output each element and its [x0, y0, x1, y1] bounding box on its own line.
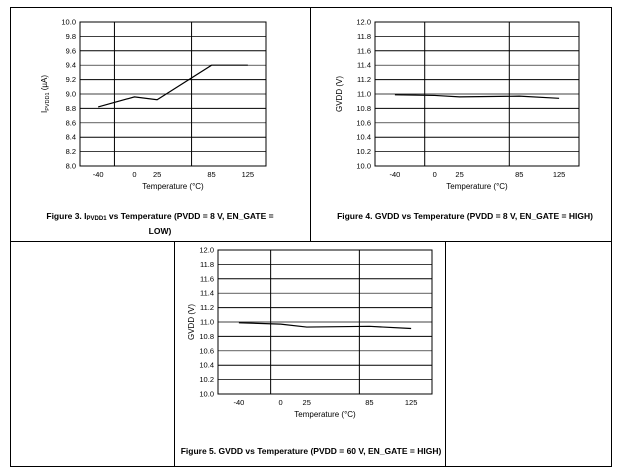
x-tick-label: 0 — [132, 170, 136, 179]
y-tick-label: 9.6 — [66, 46, 76, 55]
y-tick-label: 10.8 — [199, 332, 214, 341]
y-tick-label: 10.6 — [356, 118, 371, 127]
figure-5-caption: Figure 5. GVDD vs Temperature (PVDD = 60… — [180, 445, 442, 457]
x-tick-label: -40 — [389, 170, 400, 179]
y-tick-label: 8.0 — [66, 162, 76, 171]
x-tick-label: 85 — [207, 170, 215, 179]
x-tick-label: -40 — [233, 398, 244, 407]
y-tick-label: 8.2 — [66, 147, 76, 156]
y-tick-label: 11.0 — [357, 90, 371, 99]
x-tick-label: 85 — [365, 398, 373, 407]
x-axis-label: Temperature (°C) — [142, 182, 204, 191]
y-tick-label: 10.4 — [356, 133, 371, 142]
y-axis-label-sub: PVDD1 — [45, 92, 51, 110]
x-tick-label: 125 — [242, 170, 255, 179]
x-tick-label: 0 — [279, 398, 283, 407]
figure-3-caption: Figure 3. IPVDD1 vs Temperature (PVDD = … — [40, 210, 280, 237]
y-tick-label: 8.6 — [66, 118, 76, 127]
x-tick-label: -40 — [93, 170, 104, 179]
x-tick-label: 125 — [553, 170, 566, 179]
y-tick-label: 8.8 — [66, 104, 76, 113]
y-axis-label-main: GVDD (V) — [335, 76, 344, 112]
y-tick-label: 10.8 — [356, 104, 371, 113]
figure-3-caption-sub: PVDD1 — [86, 216, 107, 222]
figure-4-caption-text: Figure 4. GVDD vs Temperature (PVDD = 8 … — [337, 211, 593, 221]
x-tick-label: 25 — [455, 170, 463, 179]
y-tick-label: 10.2 — [356, 147, 371, 156]
y-tick-label: 11.2 — [357, 75, 371, 84]
x-tick-label: 25 — [153, 170, 161, 179]
y-tick-label: 11.0 — [200, 318, 214, 327]
figure-3-caption-rest: vs Temperature (PVDD = 8 V, EN_GATE = LO… — [106, 211, 274, 236]
y-tick-label: 9.0 — [66, 90, 76, 99]
y-tick-label: 10.6 — [199, 346, 214, 355]
y-tick-label: 10.0 — [356, 162, 371, 171]
y-axis-label: GVDD (V) — [187, 304, 196, 340]
y-tick-label: 11.8 — [200, 260, 214, 269]
chart-2-group: 10.0 10.2 10.4 10.6 10.8 11.0 11.2 11.4 11.6 11.8… — [187, 246, 433, 419]
x-tick-label: 25 — [303, 398, 311, 407]
y-axis-label: IPVDD1 (µA) — [40, 75, 51, 113]
figure-4-caption: Figure 4. GVDD vs Temperature (PVDD = 8 … — [330, 210, 600, 222]
y-tick-label: 10.0 — [61, 18, 76, 27]
horizontal-divider — [10, 241, 612, 242]
y-axis-label: GVDD (V) — [335, 76, 344, 112]
y-tick-label: 9.2 — [66, 75, 76, 84]
series-line — [238, 322, 412, 330]
figure-5-border — [174, 241, 446, 467]
x-tick-label: 125 — [405, 398, 418, 407]
y-axis-label-main: I — [40, 111, 49, 113]
chart-1-group: 10.0 10.2 10.4 10.6 10.8 11.0 11.2 11.4 11.6 11.8… — [335, 18, 580, 191]
y-tick-label: 11.8 — [357, 32, 371, 41]
y-tick-label: 12.0 — [356, 18, 371, 27]
y-tick-label: 10.0 — [199, 390, 214, 399]
series-line — [97, 64, 248, 108]
figure-5-caption-text: Figure 5. GVDD vs Temperature (PVDD = 60… — [180, 446, 442, 456]
y-tick-label: 10.2 — [199, 375, 214, 384]
y-tick-label: 12.0 — [199, 246, 214, 255]
y-tick-label: 10.4 — [199, 361, 214, 370]
y-tick-label: 8.4 — [66, 133, 76, 142]
x-tick-label: 0 — [433, 170, 437, 179]
figure-3-caption-prefix: Figure 3. I — [46, 211, 87, 221]
y-axis-label-main: GVDD (V) — [187, 304, 196, 340]
y-tick-label: 11.4 — [357, 61, 371, 70]
y-tick-label: 11.6 — [357, 46, 371, 55]
y-tick-label: 9.8 — [66, 32, 76, 41]
series-line — [394, 94, 560, 99]
y-tick-label: 9.4 — [66, 61, 76, 70]
y-tick-label: 11.6 — [200, 274, 214, 283]
y-tick-label: 11.4 — [200, 289, 214, 298]
x-axis-label: Temperature (°C) — [446, 182, 508, 191]
x-axis-label: Temperature (°C) — [294, 410, 356, 419]
x-tick-label: 85 — [515, 170, 523, 179]
y-tick-label: 11.2 — [200, 303, 214, 312]
vertical-divider — [310, 7, 311, 241]
y-axis-label-unit: (µA) — [40, 75, 49, 93]
chart-0-group: 8.0 8.2 8.4 8.6 8.8 9.0 9.2 9.4 9.6 9.8 10.0 -40 0 25… — [40, 18, 267, 191]
